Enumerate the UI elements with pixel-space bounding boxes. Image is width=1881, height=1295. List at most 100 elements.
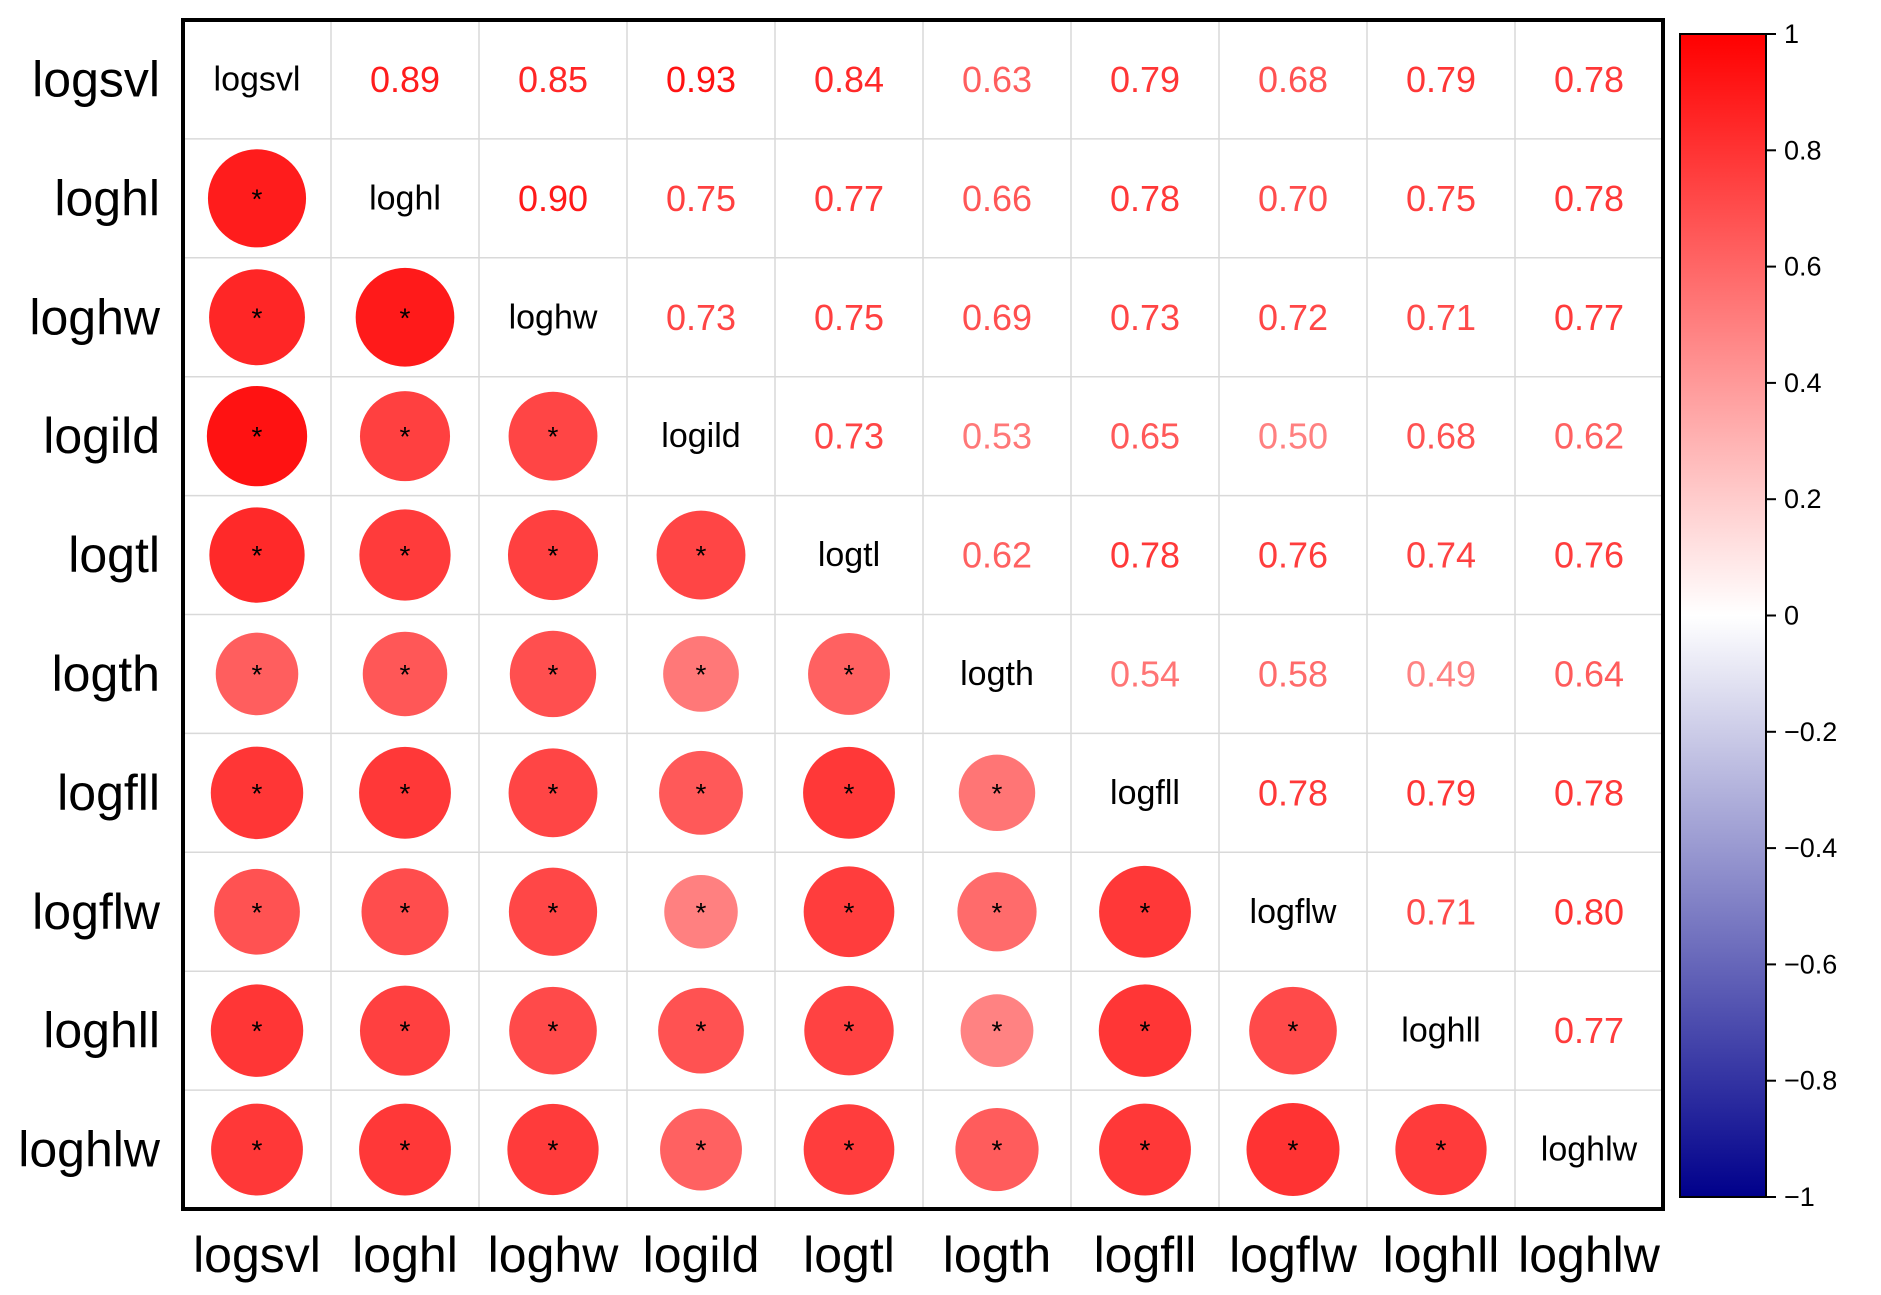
correlation-value: 0.75 [814,297,884,338]
significance-marker: * [252,540,263,571]
correlation-value: 0.62 [962,535,1032,576]
row-label: loghl [54,170,160,226]
correlation-circle [659,750,743,835]
column-label: logfll [1094,1227,1197,1283]
correlation-value: 0.74 [1406,535,1476,576]
correlation-circle [359,391,451,482]
correlation-value: 0.78 [1554,178,1624,219]
significance-marker: * [548,778,559,809]
correlation-circle [359,746,451,839]
correlation-circle [508,391,598,481]
correlation-value: 0.78 [1110,178,1180,219]
column-label: loghl [352,1227,458,1283]
correlation-circle [362,631,448,717]
cell-layer: logsvl 0.89 0.85 0.93 0.84 0.63 0.79 0.68 0.79 0.… [206,59,1638,1197]
correlation-circle [207,149,307,248]
correlation-circle [1395,1103,1487,1196]
significance-marker: * [696,540,707,571]
correlation-value: 0.62 [1554,416,1624,457]
correlation-circle [656,510,746,600]
significance-marker: * [844,659,855,690]
correlation-value: 0.68 [1406,416,1476,457]
correlation-value: 0.78 [1554,772,1624,813]
significance-marker: * [400,540,411,571]
row-label: logth [52,646,160,702]
correlation-value: 0.72 [1258,297,1328,338]
correlation-circle [210,984,304,1077]
correlation-value: 0.93 [666,59,736,100]
correlation-circle [1249,986,1337,1075]
correlation-circle [1098,984,1192,1077]
significance-marker: * [696,778,707,809]
correlation-circle [957,872,1037,952]
correlation-value: 0.75 [666,178,736,219]
correlation-value: 0.58 [1258,653,1328,694]
correlation-circle [808,633,890,715]
column-label: loghw [488,1227,620,1283]
correlation-value: 0.78 [1110,535,1180,576]
significance-marker: * [1140,897,1151,928]
significance-marker: * [252,183,263,214]
column-labels: logsvl loghl loghw logild logtl logth logfll lo… [193,1227,1661,1283]
correlation-circle [658,987,744,1074]
correlation-circle [803,866,895,958]
colorbar [1679,33,1767,1198]
correlation-value: 0.71 [1406,297,1476,338]
correlation-value: 0.69 [962,297,1032,338]
column-label: logtl [803,1227,895,1283]
correlation-value: 0.65 [1110,416,1180,457]
significance-marker: * [252,897,263,928]
correlation-circle [508,867,598,956]
correlation-value: 0.49 [1406,653,1476,694]
significance-marker: * [1436,1135,1447,1166]
row-label: logfll [57,765,160,821]
significance-marker: * [844,897,855,928]
diagonal-label: loghll [1401,1012,1480,1050]
correlation-value: 0.79 [1110,59,1180,100]
correlation-value: 0.89 [370,59,440,100]
correlation-circle [507,1103,599,1196]
diagonal-label: loghlw [1541,1131,1638,1169]
correlation-value: 0.71 [1406,891,1476,932]
correlation-value: 0.64 [1554,653,1624,694]
significance-marker: * [696,1135,707,1166]
significance-marker: * [400,1016,411,1047]
diagonal-label: loghl [369,179,441,217]
row-label: loghll [43,1003,160,1059]
row-label: logflw [32,884,161,940]
correlation-value: 0.73 [666,297,736,338]
colorbar-tick-label: −0.4 [1784,833,1837,863]
diagonal-label: logfll [1110,774,1180,812]
significance-marker: * [1140,1016,1151,1047]
correlation-circle [209,269,305,366]
correlation-value: 0.77 [814,178,884,219]
correlation-value: 0.79 [1406,772,1476,813]
diagonal-label: logild [661,417,740,455]
column-label: loghlw [1518,1227,1661,1283]
colorbar-tick-label: 0.4 [1784,368,1822,398]
correlation-value: 0.80 [1554,891,1624,932]
significance-marker: * [400,302,411,333]
significance-marker: * [400,659,411,690]
significance-marker: * [548,897,559,928]
diagonal-label: logsvl [214,60,301,98]
correlation-circle [509,630,597,718]
significance-marker: * [400,778,411,809]
significance-marker: * [548,659,559,690]
significance-marker: * [252,421,263,452]
correlation-circle [1099,1103,1191,1196]
correlation-circle [206,386,308,487]
correlation-circle [211,1103,303,1196]
correlation-circle [803,1104,895,1195]
correlation-value: 0.76 [1554,535,1624,576]
significance-marker: * [252,1016,263,1047]
significance-marker: * [992,1135,1003,1166]
row-labels: logsvl loghl loghw logild logtl logth logfll lo… [18,51,161,1177]
significance-marker: * [992,1016,1003,1047]
colorbar-tick-label: −0.6 [1784,949,1837,979]
correlation-value: 0.50 [1258,416,1328,457]
correlation-value: 0.66 [962,178,1032,219]
column-label: loghll [1383,1227,1500,1283]
significance-marker: * [1288,1135,1299,1166]
column-label: logth [943,1227,1051,1283]
